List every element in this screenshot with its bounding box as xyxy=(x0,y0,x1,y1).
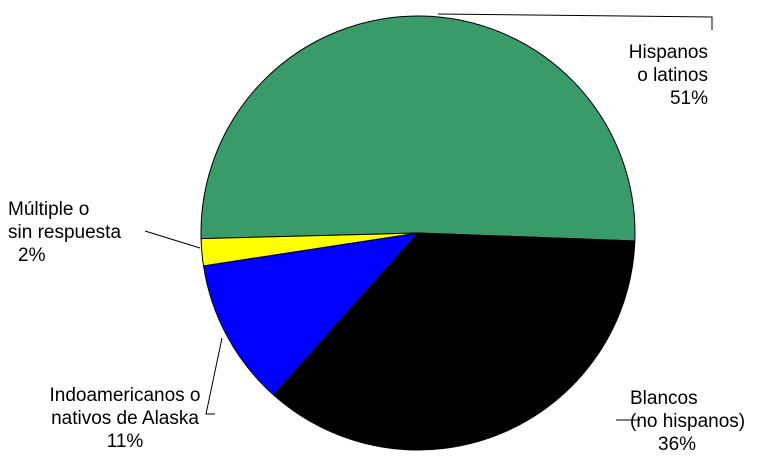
slice-percent-indo: 11% xyxy=(107,431,144,452)
leader-line-multiple xyxy=(144,230,201,249)
pie-slices xyxy=(200,15,636,451)
leader-line-indo xyxy=(205,337,223,415)
pie-slice-blancos xyxy=(272,232,636,451)
slice-labels: Hispanos o latinos 51% Blancos (no hispanos)… xyxy=(8,42,745,455)
slice-label-hispanos: Hispanos o latinos 51% xyxy=(629,42,708,109)
slice-label-blancos: Blancos (no hispanos) 36% xyxy=(630,388,745,455)
slice-name-line-multiple: sin respuesta xyxy=(8,222,121,243)
slice-name-line-multiple: Múltiple o xyxy=(8,199,89,220)
slice-name-line-indo: Indoamericanos o xyxy=(49,385,200,406)
slice-name-line-hispanos: o latinos xyxy=(637,65,708,86)
slice-name-line-hispanos: Hispanos xyxy=(629,42,708,63)
slice-percent-blancos: 36% xyxy=(658,434,696,455)
slice-percent-multiple: 2% xyxy=(18,245,46,266)
pie-slice-hispanos xyxy=(200,15,636,242)
slice-percent-hispanos: 51% xyxy=(670,88,708,109)
slice-name-line-indo: nativos de Alaska xyxy=(51,408,199,429)
pie-slice-multiple xyxy=(200,232,419,267)
slice-name-line-blancos: (no hispanos) xyxy=(630,411,745,432)
pie-slice-indo xyxy=(202,232,420,396)
leader-lines xyxy=(144,13,713,421)
slice-label-indo: Indoamericanos o nativos de Alaska 11% xyxy=(49,385,200,452)
slice-name-line-blancos: Blancos xyxy=(630,388,698,409)
leader-line-hispanos xyxy=(437,13,713,30)
slice-label-multiple: Múltiple o sin respuesta 2% xyxy=(8,199,121,266)
